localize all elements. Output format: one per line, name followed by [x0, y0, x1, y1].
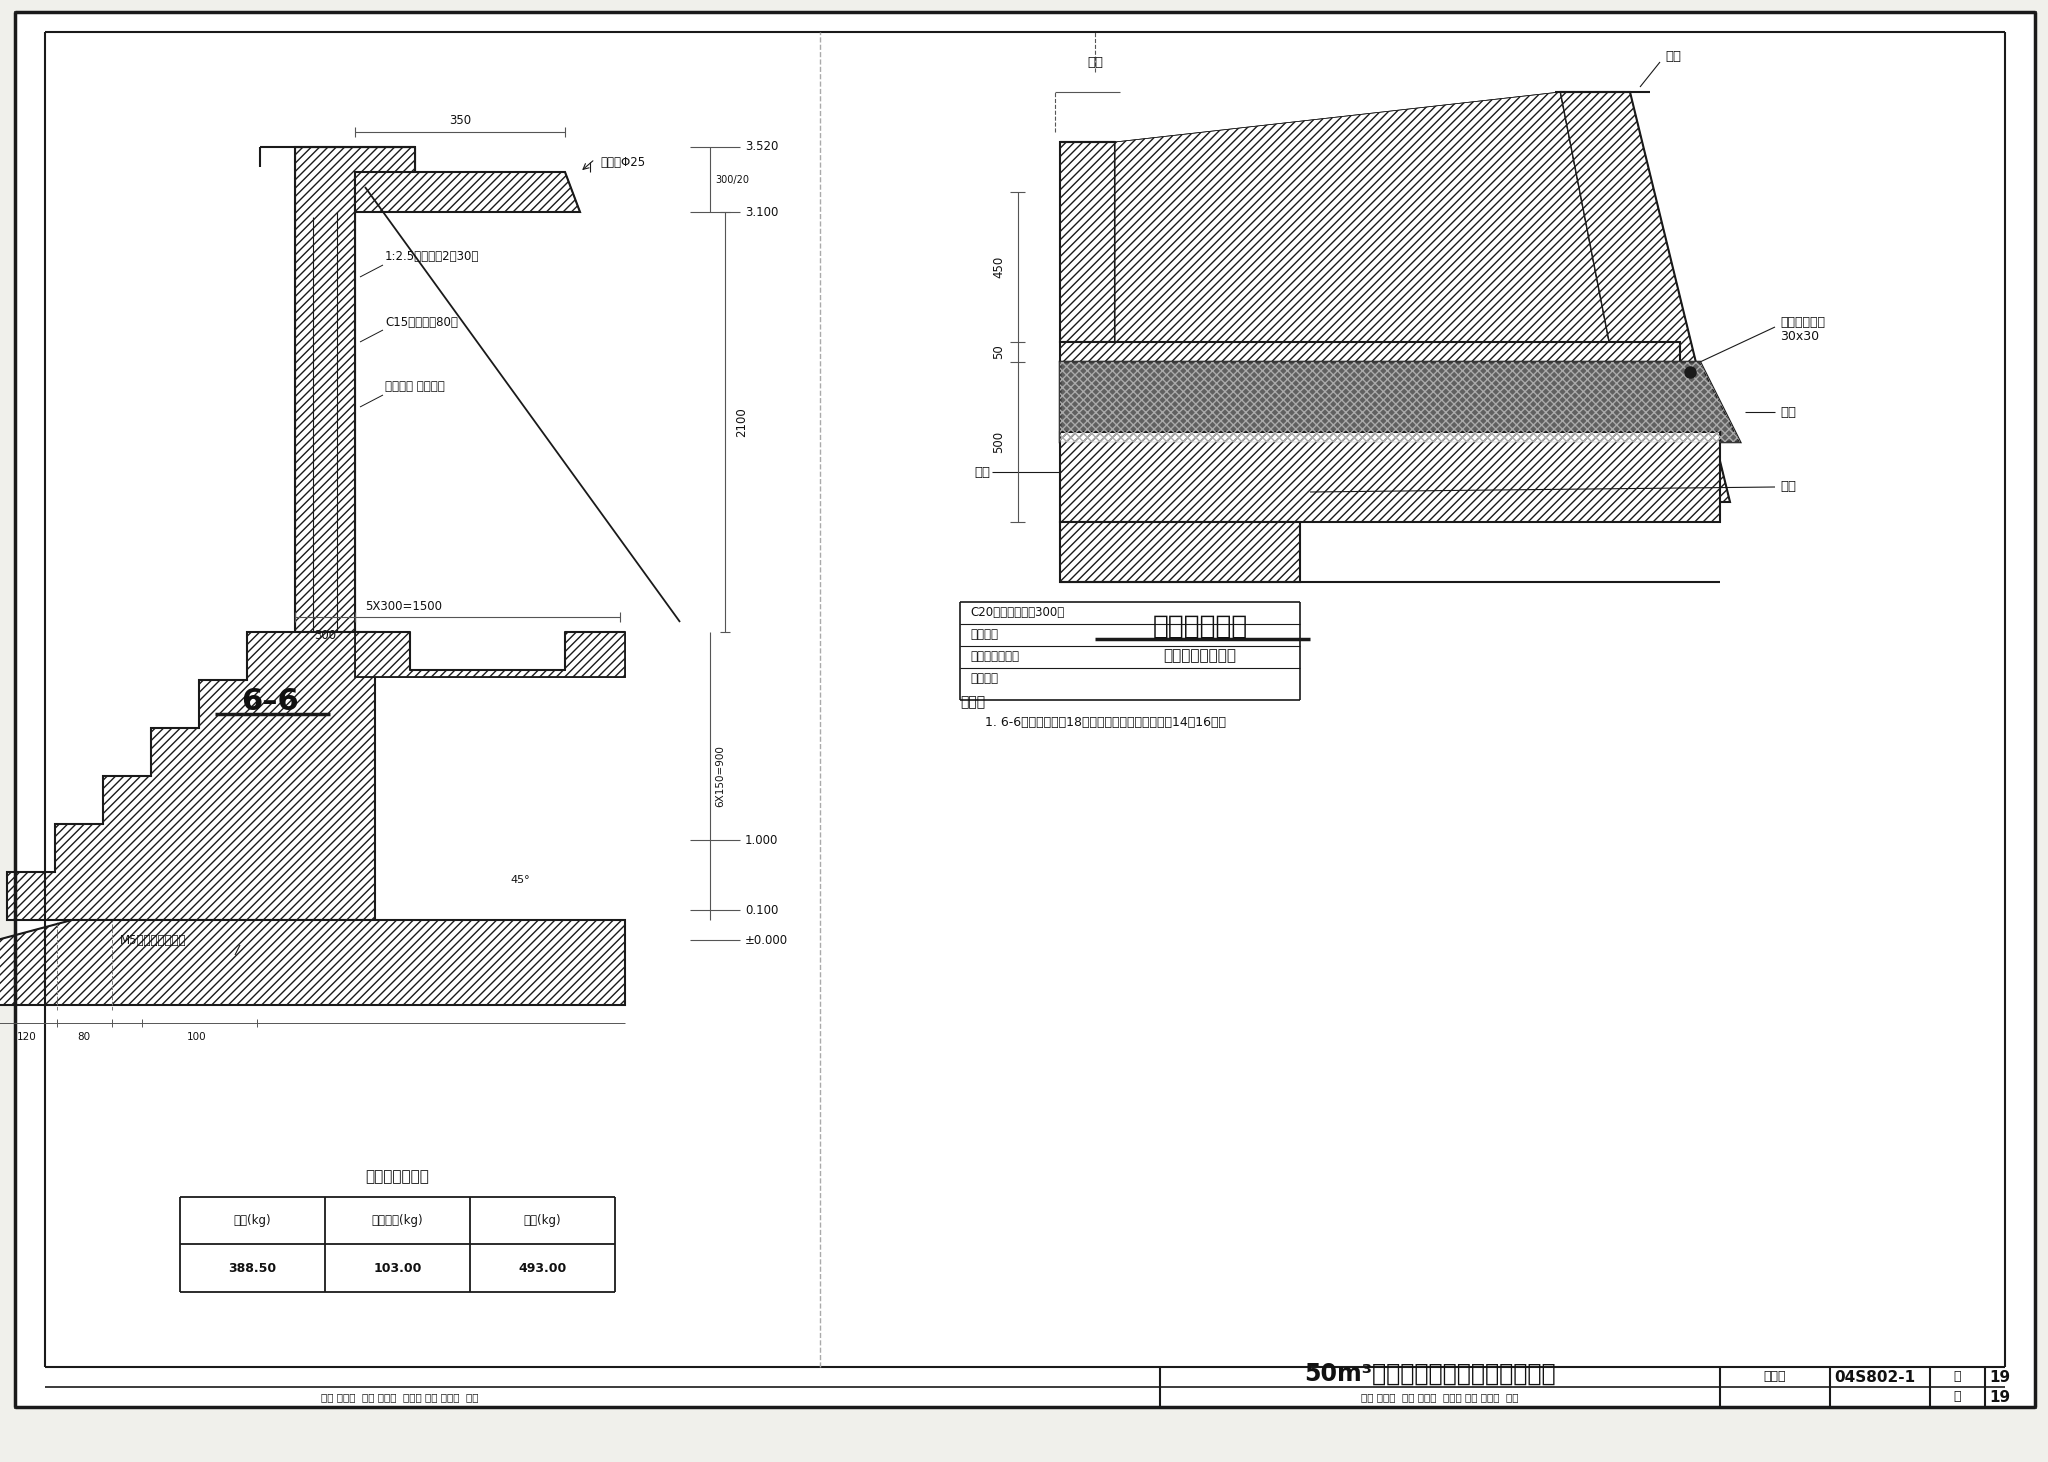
Polygon shape	[1061, 522, 1300, 582]
Text: 1.000: 1.000	[745, 833, 778, 846]
Text: 6–6: 6–6	[242, 687, 299, 716]
Text: 素土回填 分层夯实: 素土回填 分层夯实	[385, 380, 444, 393]
Text: 排水孔Φ25: 排水孔Φ25	[600, 155, 645, 168]
Text: 页: 页	[1954, 1370, 1960, 1383]
Text: 120: 120	[16, 1032, 37, 1042]
Text: 19: 19	[1989, 1389, 2011, 1405]
Polygon shape	[6, 632, 375, 920]
Text: 钉筋混凝土环板: 钉筋混凝土环板	[971, 651, 1020, 664]
Polygon shape	[0, 920, 625, 1004]
Text: 388.50: 388.50	[229, 1262, 276, 1275]
Polygon shape	[1561, 92, 1731, 501]
Text: 环板: 环板	[1780, 405, 1796, 418]
Text: M5水泥砂浆硬踨步: M5水泥砂浆硬踨步	[121, 934, 186, 946]
Text: 人井底板: 人井底板	[971, 629, 997, 642]
Text: 人井: 人井	[1087, 56, 1104, 69]
Text: 45°: 45°	[510, 874, 530, 885]
Text: 页: 页	[1954, 1390, 1960, 1404]
Text: 450: 450	[991, 256, 1006, 278]
Text: 3.520: 3.520	[745, 140, 778, 154]
Text: 0.100: 0.100	[745, 904, 778, 917]
Text: 审核 归秉石  校对 陈显声  陈东海 设计 王文涛  改资: 审核 归秉石 校对 陈显声 陈东海 设计 王文涛 改资	[322, 1392, 479, 1402]
Text: 19: 19	[1989, 1370, 2011, 1385]
Text: 100: 100	[186, 1032, 207, 1042]
Text: 80: 80	[78, 1032, 90, 1042]
Polygon shape	[1061, 363, 1741, 442]
Text: 栏杆钉材用量表: 栏杆钉材用量表	[365, 1170, 430, 1184]
Text: 103.00: 103.00	[373, 1262, 422, 1275]
Text: C15级混凝土80厚: C15级混凝土80厚	[385, 316, 459, 329]
Text: 图集号: 图集号	[1763, 1370, 1786, 1383]
Polygon shape	[1114, 92, 1700, 501]
Text: 300/20: 300/20	[715, 174, 750, 184]
Text: 顶板: 顶板	[975, 465, 989, 478]
Text: 屋面(kg): 屋面(kg)	[233, 1213, 270, 1227]
Text: 仅属顶掘水筒方案: 仅属顶掘水筒方案	[1163, 649, 1237, 664]
Text: 493.00: 493.00	[518, 1262, 567, 1275]
Polygon shape	[1061, 342, 1679, 363]
Text: 说明：: 说明：	[961, 694, 985, 709]
Text: ±0.000: ±0.000	[745, 934, 788, 946]
Text: 1:2.5水泥砂浆2厨30厚: 1:2.5水泥砂浆2厨30厚	[385, 250, 479, 263]
Text: 聚硫脂密封膏: 聚硫脂密封膏	[1780, 316, 1825, 329]
Polygon shape	[295, 148, 416, 632]
Polygon shape	[354, 173, 580, 212]
Text: 5X300=1500: 5X300=1500	[365, 601, 442, 614]
Text: 审核 归秉石  校对 陈显声  陈东海 设计 王文涛  改资: 审核 归秉石 校对 陈显声 陈东海 设计 王文涛 改资	[1362, 1392, 1520, 1402]
Text: 人井平台(kg): 人井平台(kg)	[371, 1213, 424, 1227]
Text: 30x30: 30x30	[1780, 330, 1819, 344]
Text: 支筒: 支筒	[1780, 481, 1796, 494]
Polygon shape	[354, 632, 625, 677]
Text: C20级混凝土填充300厚: C20级混凝土填充300厚	[971, 607, 1065, 620]
Text: 水筒: 水筒	[1665, 51, 1681, 63]
Text: 3.100: 3.100	[745, 206, 778, 218]
Text: 350: 350	[449, 114, 471, 127]
Text: 支筒顶板: 支筒顶板	[971, 673, 997, 686]
Text: 300: 300	[313, 629, 336, 642]
Text: 50: 50	[991, 345, 1006, 360]
Text: 2100: 2100	[735, 406, 748, 437]
Polygon shape	[1061, 142, 1114, 342]
Text: 总计(kg): 总计(kg)	[524, 1213, 561, 1227]
Text: 塔头节点详图: 塔头节点详图	[1153, 614, 1247, 640]
Text: 500: 500	[991, 431, 1006, 453]
Polygon shape	[1061, 431, 1720, 522]
FancyBboxPatch shape	[14, 12, 2036, 1406]
Text: 04S802-1: 04S802-1	[1835, 1370, 1915, 1385]
Text: 6X150=900: 6X150=900	[715, 746, 725, 807]
Text: 1. 6-6剔面位置见第18页，塔头节点详图位置见第14～16页。: 1. 6-6剔面位置见第18页，塔头节点详图位置见第14～16页。	[985, 715, 1227, 728]
Text: 50m³水塔剔面图及节点详图（三）: 50m³水塔剔面图及节点详图（三）	[1305, 1363, 1556, 1386]
